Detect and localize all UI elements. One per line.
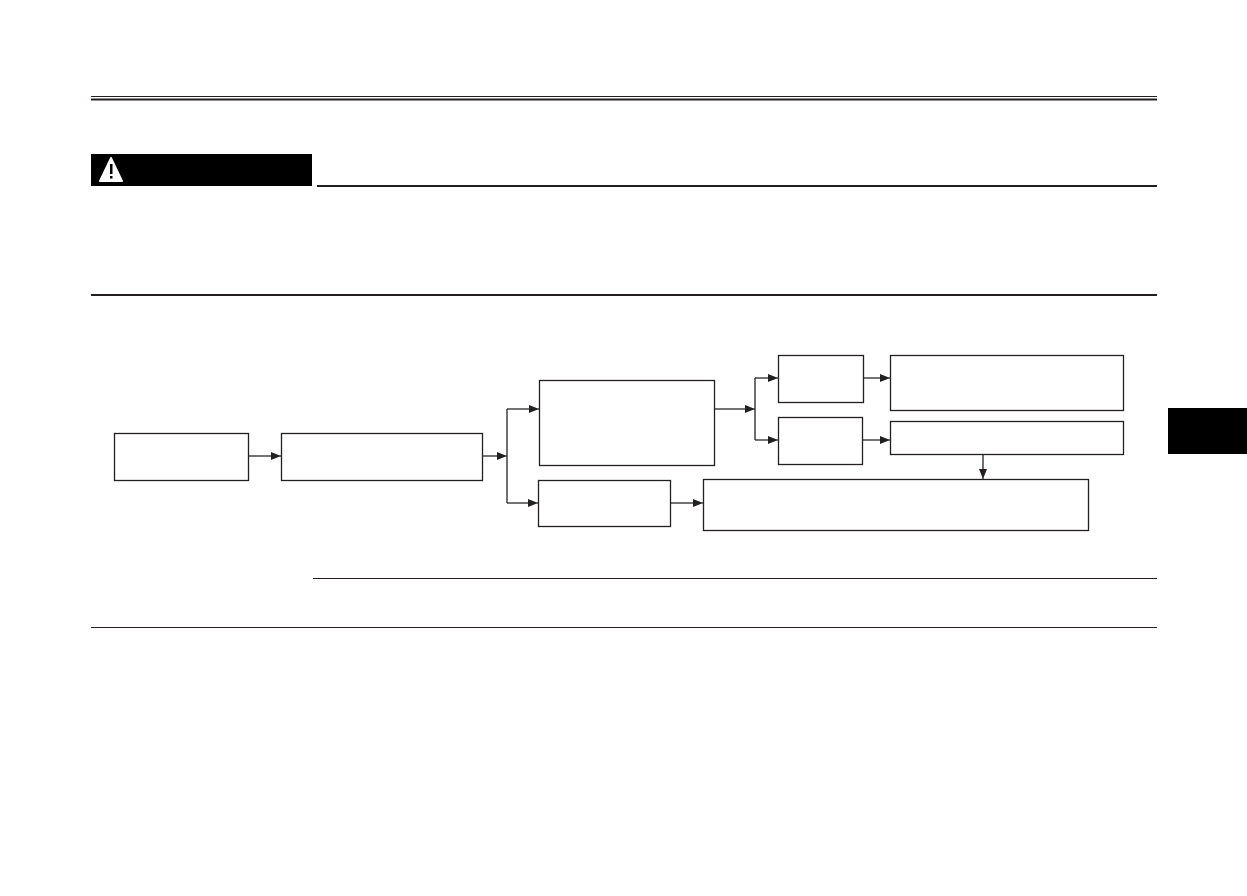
box-8 [889,420,1125,456]
box-9 [702,478,1090,532]
connectors [248,374,987,507]
box-3 [538,379,716,467]
box-7 [889,354,1125,412]
box-2 [280,432,484,482]
box-5 [777,354,865,404]
warning-triangle-icon [99,157,123,182]
box-6 [777,416,864,466]
warning-banner [91,154,312,186]
box-4 [537,479,672,528]
flowchart [113,354,1125,532]
box-1 [113,432,250,482]
chapter-side-tab [1168,408,1247,454]
